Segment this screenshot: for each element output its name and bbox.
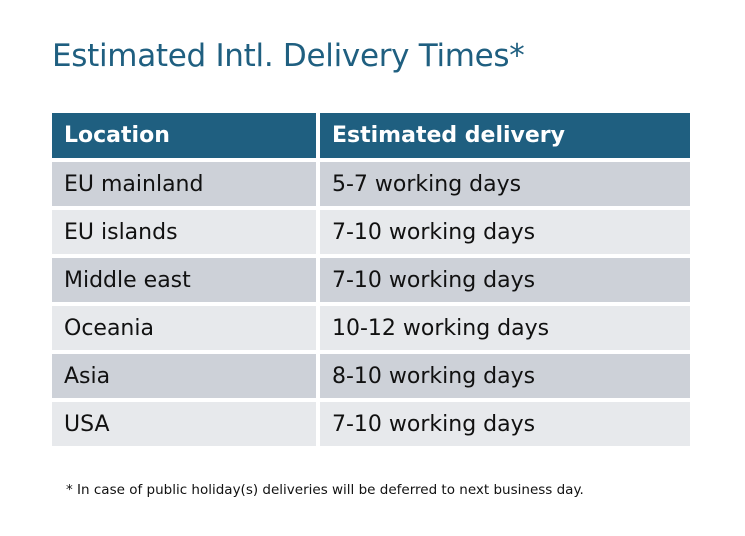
- delivery-times-table: Location Estimated delivery EU mainland 5…: [48, 109, 694, 450]
- delivery-time-cell: 7-10 working days: [320, 402, 690, 446]
- delivery-time-cell: 10-12 working days: [320, 306, 690, 350]
- table-row: EU islands 7-10 working days: [52, 210, 690, 254]
- table-row: Oceania 10-12 working days: [52, 306, 690, 350]
- table-row: EU mainland 5-7 working days: [52, 162, 690, 206]
- column-header-location: Location: [52, 113, 316, 158]
- delivery-time-cell: 7-10 working days: [320, 258, 690, 302]
- location-cell: Middle east: [52, 258, 316, 302]
- delivery-time-cell: 7-10 working days: [320, 210, 690, 254]
- page-title: Estimated Intl. Delivery Times*: [52, 38, 525, 74]
- table-row: USA 7-10 working days: [52, 402, 690, 446]
- delivery-time-cell: 5-7 working days: [320, 162, 690, 206]
- location-cell: Asia: [52, 354, 316, 398]
- column-header-estimated-delivery: Estimated delivery: [320, 113, 690, 158]
- location-cell: USA: [52, 402, 316, 446]
- location-cell: Oceania: [52, 306, 316, 350]
- table-header-row: Location Estimated delivery: [52, 113, 690, 158]
- table-row: Middle east 7-10 working days: [52, 258, 690, 302]
- location-cell: EU mainland: [52, 162, 316, 206]
- table-row: Asia 8-10 working days: [52, 354, 690, 398]
- location-cell: EU islands: [52, 210, 316, 254]
- footnote: * In case of public holiday(s) deliverie…: [66, 482, 584, 498]
- delivery-time-cell: 8-10 working days: [320, 354, 690, 398]
